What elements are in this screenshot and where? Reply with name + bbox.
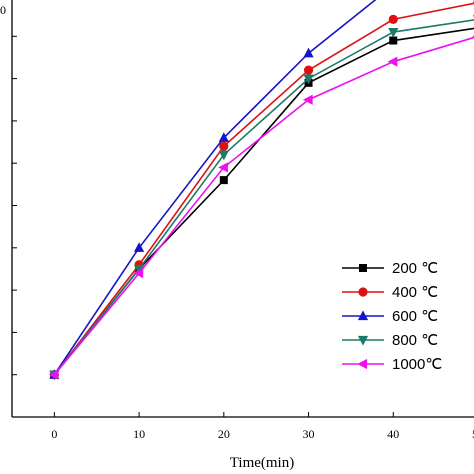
legend-label: 200 ℃ bbox=[392, 260, 438, 277]
plot-area bbox=[48, 0, 474, 381]
legend-marker bbox=[358, 287, 368, 297]
legend-item: 1000℃ bbox=[342, 356, 442, 373]
y-tick-label: 0 bbox=[0, 3, 6, 17]
data-point bbox=[388, 27, 399, 38]
data-point bbox=[133, 264, 145, 275]
data-point bbox=[389, 36, 398, 45]
legend-label: 600 ℃ bbox=[392, 308, 438, 325]
x-axis-title: Time(min) bbox=[230, 455, 294, 471]
legend: 200 ℃ 400 ℃ 600 ℃ 800 ℃ 1000℃ bbox=[342, 260, 442, 373]
legend-marker bbox=[359, 264, 367, 272]
data-point bbox=[302, 94, 313, 105]
data-point bbox=[48, 369, 59, 380]
data-point bbox=[218, 162, 228, 173]
data-point bbox=[218, 150, 229, 161]
legend-marker bbox=[357, 358, 368, 370]
series-line bbox=[53, 0, 377, 376]
legend-item: 800 ℃ bbox=[342, 332, 438, 349]
x-tick-label: 0 bbox=[51, 427, 57, 441]
x-tick-label: 50 bbox=[472, 427, 474, 441]
data-point bbox=[303, 65, 314, 75]
legend-label: 800 ℃ bbox=[392, 332, 438, 349]
series-line bbox=[53, 36, 474, 376]
data-point bbox=[303, 74, 314, 85]
series-5 bbox=[48, 35, 474, 380]
data-point bbox=[303, 47, 314, 58]
data-point bbox=[219, 176, 228, 185]
x-tick-label: 10 bbox=[133, 427, 145, 441]
x-tick-label: 30 bbox=[303, 427, 315, 441]
data-point bbox=[133, 268, 144, 279]
axes: 0 10 20 30 40 50 0 bbox=[0, 0, 474, 441]
x-tick-label: 20 bbox=[218, 427, 230, 441]
x-tick-label: 40 bbox=[387, 427, 399, 441]
legend-marker bbox=[357, 310, 369, 321]
data-point bbox=[387, 56, 398, 67]
series-line bbox=[53, 2, 474, 376]
data-point bbox=[218, 132, 229, 142]
legend-item: 600 ℃ bbox=[342, 308, 438, 325]
data-point bbox=[133, 242, 145, 252]
data-point bbox=[388, 14, 398, 24]
legend-item: 400 ℃ bbox=[342, 284, 438, 301]
data-point bbox=[219, 141, 229, 151]
legend-label: 400 ℃ bbox=[392, 284, 438, 301]
series-line bbox=[53, 19, 474, 376]
legend-label: 1000℃ bbox=[392, 356, 442, 373]
legend-marker bbox=[357, 335, 369, 346]
legend-item: 200 ℃ bbox=[342, 260, 438, 277]
